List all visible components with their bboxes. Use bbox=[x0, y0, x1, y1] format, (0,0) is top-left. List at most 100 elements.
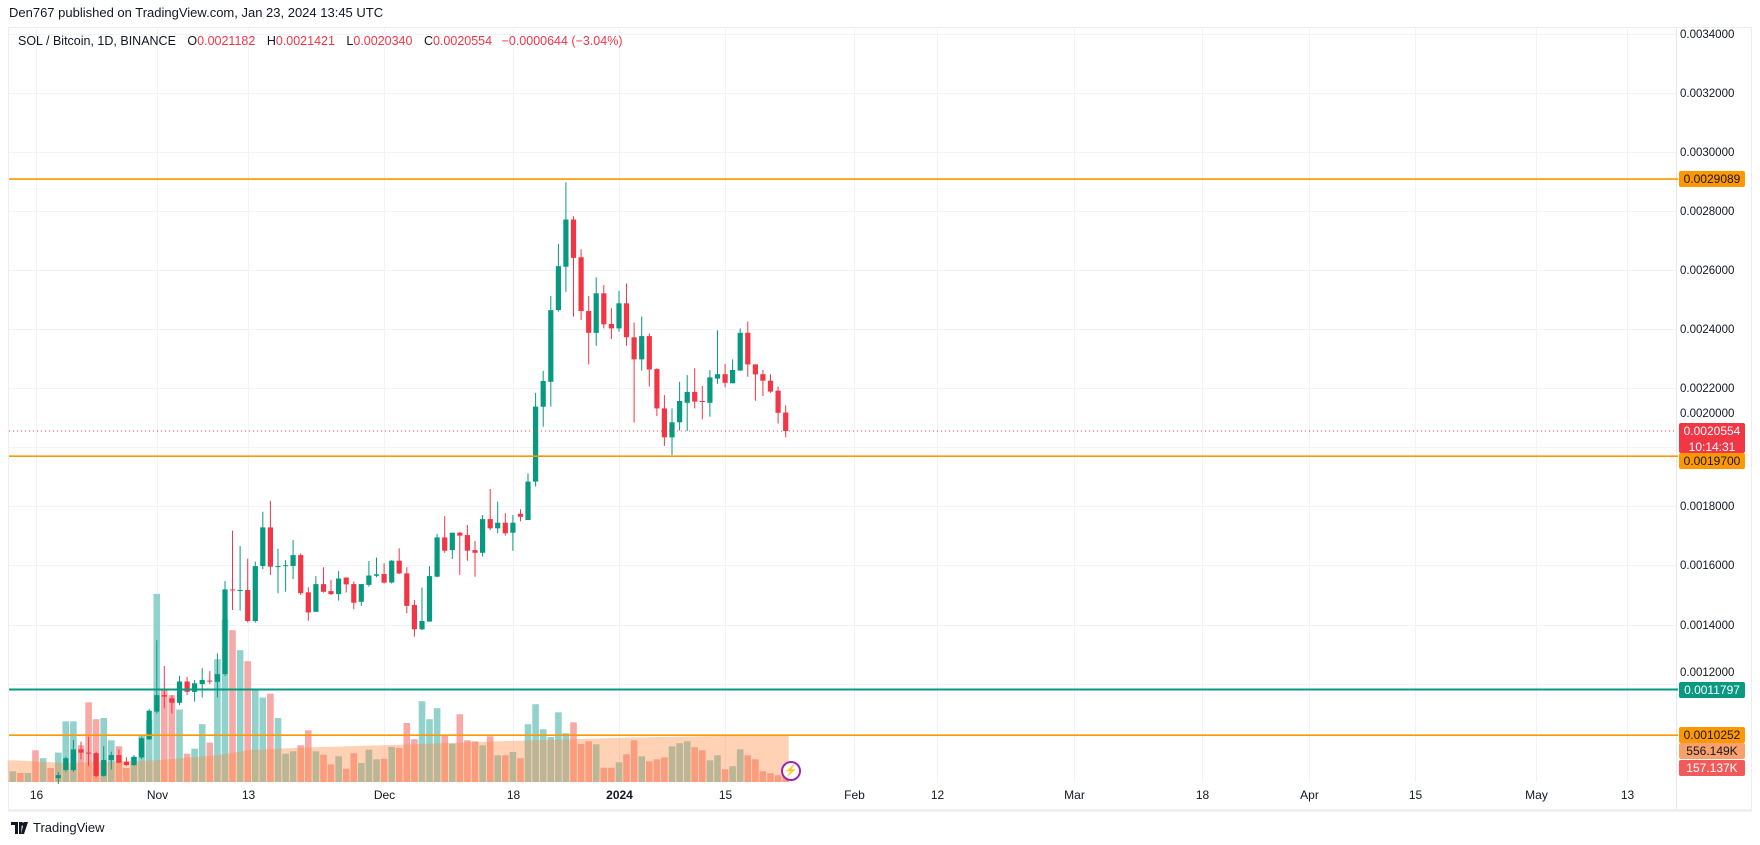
candle bbox=[464, 525, 470, 561]
candle bbox=[593, 277, 599, 346]
volume-bar bbox=[39, 758, 47, 782]
candle-body bbox=[586, 311, 592, 333]
volume-last-label: 157.137K bbox=[1679, 760, 1745, 776]
candle bbox=[63, 756, 69, 772]
candle bbox=[245, 558, 251, 623]
volume-bar bbox=[509, 752, 517, 782]
volume-bar bbox=[577, 744, 585, 782]
candle bbox=[108, 751, 114, 770]
volume-bar bbox=[55, 752, 62, 782]
candle-body bbox=[101, 760, 107, 776]
volume-bar bbox=[418, 701, 426, 782]
candle-body bbox=[480, 519, 486, 553]
time-tick-label: Mar bbox=[1064, 788, 1085, 802]
candle bbox=[199, 668, 205, 698]
price-tick-label: 0.0032000 bbox=[1680, 87, 1735, 100]
candle-body bbox=[176, 681, 183, 703]
candle-body bbox=[525, 481, 531, 520]
candle-body bbox=[336, 578, 342, 595]
volume-bar bbox=[433, 708, 441, 782]
candle bbox=[336, 571, 342, 601]
candle-body bbox=[555, 266, 561, 311]
candle bbox=[457, 531, 463, 575]
volume-bar bbox=[714, 755, 721, 782]
low-value: 0.0020340 bbox=[353, 34, 413, 48]
candle-body bbox=[207, 680, 213, 682]
candle bbox=[411, 600, 417, 637]
low-label: L bbox=[346, 34, 354, 48]
volume-bar bbox=[92, 719, 100, 782]
candle-body bbox=[260, 527, 266, 567]
candle-body bbox=[245, 590, 251, 621]
price-tick-label: 0.0034000 bbox=[1680, 28, 1735, 41]
candle-body bbox=[775, 390, 781, 413]
candle bbox=[389, 560, 395, 584]
candle-body bbox=[192, 683, 198, 692]
volume-bar bbox=[570, 722, 577, 782]
candle bbox=[237, 546, 243, 611]
candle-body bbox=[767, 380, 774, 392]
volume-bar bbox=[77, 745, 85, 782]
tradingview-logo[interactable]: TradingView bbox=[11, 820, 105, 835]
candle-body bbox=[783, 412, 789, 431]
volume-bar bbox=[623, 754, 630, 782]
candle-body bbox=[237, 590, 243, 591]
candle bbox=[449, 532, 455, 559]
candle bbox=[699, 386, 705, 420]
candle-body bbox=[229, 589, 236, 591]
volume-bar bbox=[729, 766, 736, 782]
candle-body bbox=[154, 695, 160, 712]
candle bbox=[358, 584, 364, 606]
candle bbox=[267, 500, 273, 575]
candle bbox=[298, 553, 304, 595]
candle-body bbox=[404, 573, 410, 606]
volume-bar bbox=[464, 740, 471, 782]
lightning-icon[interactable]: ⚡ bbox=[781, 761, 801, 781]
close-value: 0.0020554 bbox=[432, 34, 493, 48]
candle-body bbox=[692, 391, 698, 402]
candle-body bbox=[661, 408, 667, 438]
volume-bar bbox=[342, 768, 350, 782]
candle-body bbox=[199, 680, 205, 685]
candle-body bbox=[86, 752, 92, 754]
candle-body bbox=[540, 381, 546, 407]
volume-bar bbox=[661, 757, 668, 782]
volume-bar bbox=[456, 714, 464, 782]
volume-bar bbox=[335, 756, 342, 782]
volume-bar bbox=[759, 771, 767, 782]
volume-bar bbox=[668, 746, 676, 782]
time-tick-label: Apr bbox=[1300, 788, 1319, 802]
candle bbox=[222, 581, 228, 676]
candle bbox=[123, 757, 129, 766]
candle bbox=[93, 751, 99, 778]
last-price-value: 0.0020554 bbox=[1683, 424, 1741, 438]
symbol-title[interactable]: SOL / Bitcoin, 1D, BINANCE bbox=[18, 34, 176, 48]
volume-bar bbox=[365, 749, 373, 782]
volume-bar bbox=[206, 742, 214, 782]
candle bbox=[654, 368, 660, 417]
volume-bar bbox=[145, 720, 153, 782]
candle bbox=[661, 395, 667, 446]
candle bbox=[540, 370, 546, 427]
candle-body bbox=[411, 605, 417, 630]
candle bbox=[426, 566, 433, 622]
candle bbox=[373, 557, 380, 578]
volume-bar bbox=[198, 724, 206, 782]
low-support-price-label: 0.0010252 bbox=[1679, 727, 1745, 743]
candle bbox=[154, 640, 160, 714]
change-value: −0.0000644 (−3.04%) bbox=[501, 34, 623, 48]
candle bbox=[320, 567, 327, 593]
candle-body bbox=[283, 565, 289, 567]
price-tick-label: 0.0028000 bbox=[1680, 205, 1735, 218]
candle-body bbox=[252, 566, 258, 621]
candle bbox=[381, 563, 387, 584]
close-label: C bbox=[423, 34, 433, 48]
volume-bar bbox=[638, 756, 645, 782]
volume-bar bbox=[236, 650, 244, 782]
volume-bar bbox=[532, 704, 539, 782]
volume-bar bbox=[130, 757, 138, 782]
candle bbox=[745, 321, 751, 377]
candle-body bbox=[464, 535, 470, 551]
candle bbox=[161, 666, 167, 709]
